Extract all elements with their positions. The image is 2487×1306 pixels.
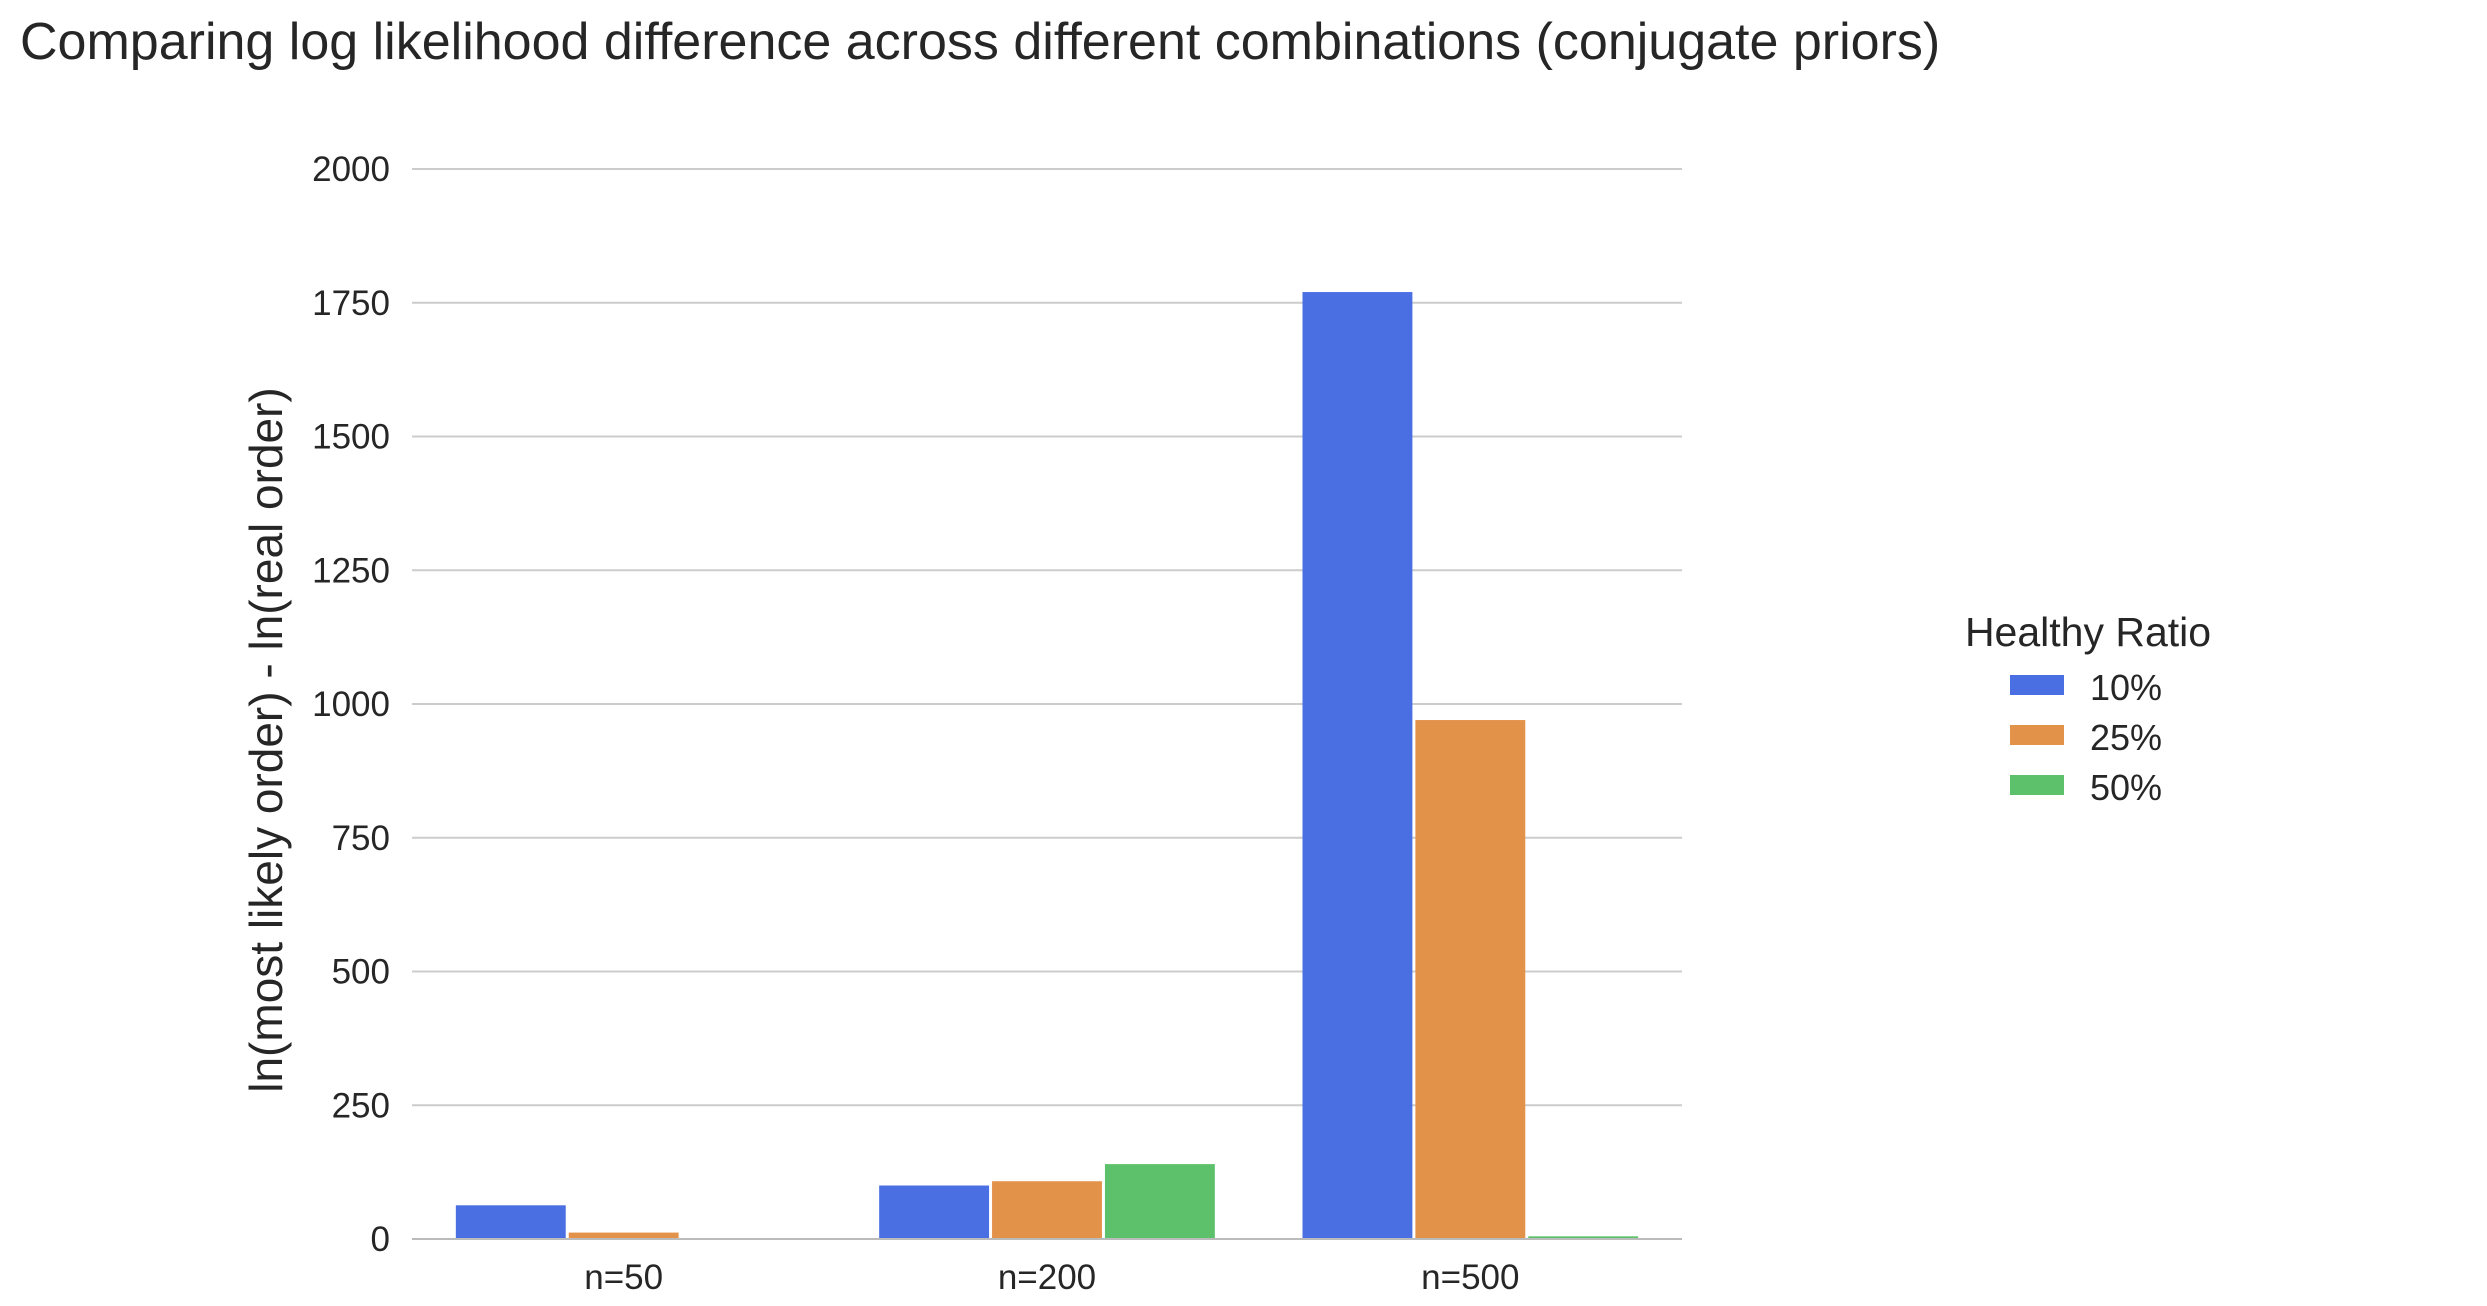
- y-tick-label: 250: [332, 1086, 390, 1125]
- bar: [1528, 1236, 1639, 1239]
- legend-label: 25%: [2090, 717, 2162, 758]
- x-tick-label: n=200: [998, 1258, 1096, 1297]
- bar: [455, 1205, 566, 1239]
- legend-label: 50%: [2090, 767, 2162, 808]
- y-tick-label: 750: [332, 819, 390, 858]
- legend-label: 10%: [2090, 667, 2162, 708]
- y-axis-ticks: 0 250 500 750 1000 1250 1500 1750 2000: [312, 150, 390, 1259]
- y-tick-label: 1250: [312, 551, 390, 590]
- x-axis-ticks: n=50 n=200 n=500: [584, 1258, 1519, 1297]
- legend-swatch: [2010, 725, 2064, 745]
- legend-swatch: [2010, 775, 2064, 795]
- bar: [1302, 292, 1413, 1239]
- legend: Healthy Ratio 10% 25% 50%: [1965, 609, 2211, 808]
- legend-title: Healthy Ratio: [1965, 609, 2211, 655]
- gridlines: [412, 168, 1682, 1107]
- y-tick-label: 1500: [312, 418, 390, 457]
- x-tick-label: n=500: [1421, 1258, 1519, 1297]
- y-tick-label: 0: [371, 1220, 390, 1259]
- y-tick-label: 1000: [312, 685, 390, 724]
- bar: [1104, 1164, 1215, 1239]
- bar: [568, 1232, 679, 1239]
- chart-title: Comparing log likelihood difference acro…: [20, 13, 1940, 71]
- y-tick-label: 1750: [312, 284, 390, 323]
- bar: [1415, 720, 1526, 1239]
- bar: [992, 1181, 1102, 1239]
- bars: [455, 292, 1639, 1239]
- y-tick-label: 2000: [312, 150, 390, 189]
- bar: [879, 1185, 990, 1239]
- legend-swatch: [2010, 675, 2064, 695]
- y-axis-label: ln(most likely order) - ln(real order): [240, 387, 292, 1093]
- y-tick-label: 500: [332, 953, 390, 992]
- x-tick-label: n=50: [584, 1258, 663, 1297]
